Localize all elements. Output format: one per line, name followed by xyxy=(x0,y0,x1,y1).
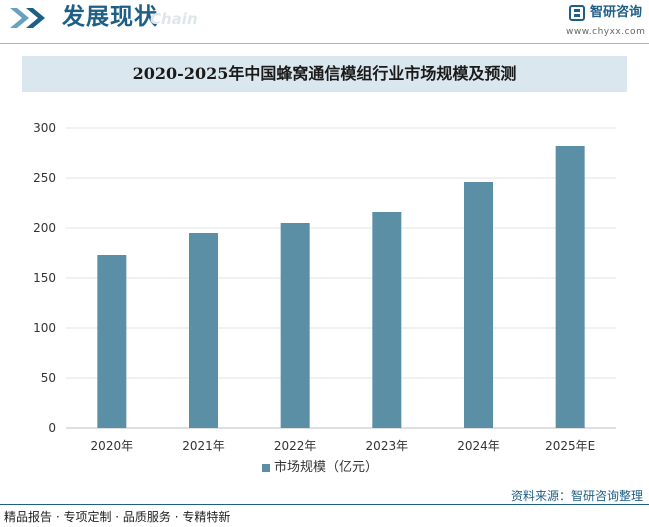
grid-lines xyxy=(66,127,616,429)
x-axis-ticks: 2020年 2021年 2022年 2023年 2024年 2025年E xyxy=(91,439,596,453)
source-note: 资料来源：智研咨询整理 xyxy=(510,489,643,503)
footer-divider xyxy=(0,504,649,505)
x-tick-label: 2024年 xyxy=(457,439,500,453)
brand-logo-icon xyxy=(569,5,585,21)
chart-title: 2020-2025年中国蜂窝通信模组行业市场规模及预测 xyxy=(132,64,517,83)
y-tick-label: 50 xyxy=(41,371,56,385)
brand-name: 智研咨询 xyxy=(590,5,643,20)
legend-swatch xyxy=(262,464,270,472)
x-tick-label: 2022年 xyxy=(274,439,317,453)
y-tick-label: 250 xyxy=(33,171,56,185)
chart-title-banner: 2020-2025年中国蜂窝通信模组行业市场规模及预测 xyxy=(22,56,627,92)
section-title: 发展现状 xyxy=(62,4,158,30)
legend-label: 市场规模（亿元） xyxy=(274,460,379,475)
section-subtitle: Chain xyxy=(150,10,198,28)
bars xyxy=(97,146,585,428)
y-tick-label: 150 xyxy=(33,271,56,285)
brand-url: www.chyxx.com xyxy=(566,27,646,37)
y-tick-label: 300 xyxy=(33,121,56,135)
x-tick-label: 2020年 xyxy=(91,439,134,453)
bar xyxy=(97,255,127,428)
header-bar: 发展现状 Chain 智研咨询 www.chyxx.com xyxy=(0,0,649,42)
header-divider xyxy=(0,43,649,44)
x-tick-label: 2025年E xyxy=(545,439,595,453)
bar xyxy=(189,233,218,428)
y-tick-label: 0 xyxy=(48,421,56,435)
x-tick-label: 2021年 xyxy=(182,439,225,453)
bar xyxy=(372,212,402,428)
x-tick-label: 2023年 xyxy=(366,439,409,453)
y-axis-ticks: 0 50 100 150 200 250 300 xyxy=(33,121,56,435)
bar xyxy=(280,223,310,428)
y-tick-label: 200 xyxy=(33,221,56,235)
bar xyxy=(464,182,493,428)
bar xyxy=(555,146,585,428)
double-chevron-icon xyxy=(10,8,45,28)
footer-tagline: 精品报告 · 专项定制 · 品质服务 · 专精特新 xyxy=(4,510,231,524)
y-tick-label: 100 xyxy=(33,321,56,335)
